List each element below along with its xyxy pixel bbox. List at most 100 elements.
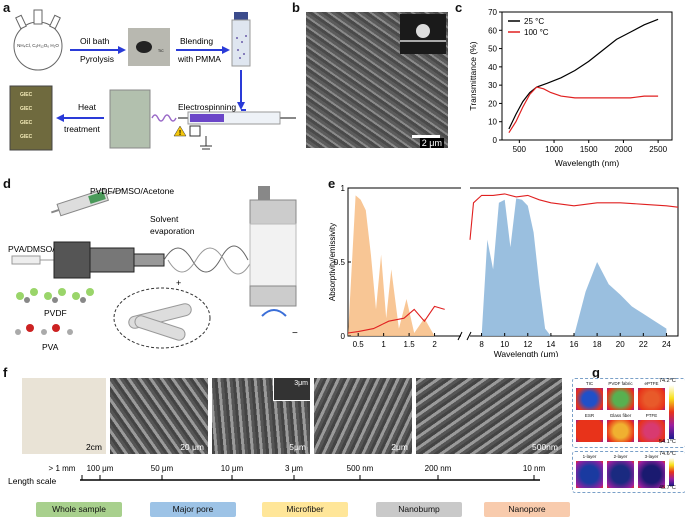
series-line-1 xyxy=(508,86,659,134)
spectrum-area-0 xyxy=(348,195,435,336)
heated-fabric-image xyxy=(9,85,53,151)
thermal-label: ESR xyxy=(584,413,595,418)
length-scale-axis: Length scale > 1 mm 100 μm 50 μm 10 μm 3 μm 50… xyxy=(8,464,545,486)
sem-image-5: 500nm xyxy=(416,378,562,454)
syringe-icon xyxy=(178,111,296,125)
plot-frame xyxy=(501,11,673,141)
y-tick-label: 70 xyxy=(488,8,497,17)
panel-d-label: d xyxy=(3,176,11,191)
panel-f-label: f xyxy=(3,365,8,380)
panel-a-figure: NH₄Cl, C₆H₁₂O₆ H₂O Oil bath Pyrolysis TI… xyxy=(9,9,296,151)
x-tick-label: 1000 xyxy=(545,145,563,154)
scale-tick-label: > 1 mm xyxy=(49,464,76,473)
thermal-label: PVDF fabric xyxy=(608,381,633,386)
scale-tick-label: 100 μm xyxy=(87,464,114,473)
absorptivity-chart: 0 0.5 1 0.5 1 1.5 2 8 10 12 14 16 18 20 22 24 Wavelength… xyxy=(328,184,679,357)
sem-image-1: 2cm xyxy=(22,378,106,454)
thermal-label: 3-layer xyxy=(644,454,659,459)
emissivity-line-right xyxy=(469,193,679,240)
top-max-temp: 74.2°C xyxy=(659,378,676,384)
scale-tick-label: 500 nm xyxy=(347,464,374,473)
scale-label-1: 2cm xyxy=(85,442,102,452)
scale-axis-label: Length scale xyxy=(8,476,56,486)
pva-label: PVA xyxy=(42,342,59,352)
thermal-image xyxy=(576,388,603,410)
svg-text:GIEC: GIEC xyxy=(20,92,33,98)
thermal-cell-glass-fiber: Glass fiber xyxy=(606,413,635,443)
thermal-cell-tic: TIC xyxy=(575,381,604,411)
category-microfiber: Microfiber xyxy=(262,502,348,517)
x-tick-label: 16 xyxy=(570,340,579,349)
panel-e-label: e xyxy=(328,176,336,191)
category-whole-sample: Whole sample xyxy=(36,502,122,517)
category-major-pore: Major pore xyxy=(150,502,236,517)
y-tick-label: 10 xyxy=(488,118,497,127)
svg-text:+: + xyxy=(176,278,181,288)
thermal-label: Glass fiber xyxy=(609,413,632,418)
svg-text:−: − xyxy=(292,328,298,339)
thermal-cell-esr: ESR xyxy=(575,413,604,443)
thermal-cell-pvdf-fabric: PVDF fabric xyxy=(606,381,635,411)
thermal-image xyxy=(638,388,665,410)
legend-label-1: 100 °C xyxy=(524,28,549,37)
step3-label: Electrospinning xyxy=(178,102,236,112)
y-tick-label: 60 xyxy=(488,26,497,35)
x-tick-label: 18 xyxy=(593,340,602,349)
svg-text:!: ! xyxy=(179,130,181,137)
sem-image-3: 5μm 3μm xyxy=(212,378,310,454)
category-nanobump: Nanobump xyxy=(376,502,462,517)
scale-tick-label: 3 μm xyxy=(285,464,303,473)
thermal-images-bottom: 1-layer 2-layer 3-layer 74.6°C 45.7°C xyxy=(572,451,685,493)
step4-bottom: treatment xyxy=(64,124,101,134)
thermal-images-top: TIC PVDF fabric ePTFE ESR Glass fiber PTFE 74… xyxy=(572,378,685,448)
thermal-image xyxy=(607,388,634,410)
sem-image-2: 20 μm xyxy=(110,378,208,454)
thermal-image xyxy=(638,461,665,488)
y-tick-label: 20 xyxy=(488,99,497,108)
scale-bar-b: 2 μm xyxy=(419,138,444,148)
flask-icon xyxy=(13,9,63,71)
thermal-image xyxy=(607,420,634,442)
step2-top: Blending xyxy=(180,36,213,46)
panel-g-label: g xyxy=(592,365,600,380)
x-axis-label: Wavelength (nm) xyxy=(555,158,620,168)
thermal-cell-eptfe: ePTFE xyxy=(637,381,666,411)
y-tick-label: 40 xyxy=(488,63,497,72)
x-tick-label: 2500 xyxy=(649,145,667,154)
svg-text:GIEC: GIEC xyxy=(20,134,33,140)
fabric-image xyxy=(109,89,151,149)
panel-b-label: b xyxy=(292,0,300,15)
transmittance-chart: 0 10 20 30 40 50 60 70 500 1000 1500 2000 2500 Wavele… xyxy=(468,8,673,168)
panel-a-label: a xyxy=(3,0,11,15)
x-tick-label: 1500 xyxy=(580,145,598,154)
y-tick-label: 30 xyxy=(488,81,497,90)
thermal-image xyxy=(576,420,603,442)
pvdf-molecule-icon xyxy=(16,288,94,303)
x-axis-label: Wavelength (μm) xyxy=(494,349,559,357)
x-tick-label: 8 xyxy=(479,340,484,349)
thermal-image xyxy=(638,420,665,442)
thermal-label: ePTFE xyxy=(644,381,659,386)
category-nanopore: Nanopore xyxy=(484,502,570,517)
step1-top: Oil bath xyxy=(80,36,110,46)
series-line-0 xyxy=(508,18,659,130)
svg-text:GIEC: GIEC xyxy=(20,106,33,112)
pva-solution-label: PVA/DMSO/Ethanol xyxy=(8,244,84,254)
sem-image-4: 2μm xyxy=(314,378,412,454)
thermal-cell-ptfe: PTFE xyxy=(637,413,666,443)
thermal-cell-3-layer: 3-layer xyxy=(637,454,666,490)
y-axis-label: Absorptivity/emissivity xyxy=(328,223,337,301)
x-tick-label: 500 xyxy=(513,145,527,154)
electrospinning-diagram: PVDF/DMSO/Acetone PVA/DMSO/Ethanol Solve… xyxy=(8,186,298,352)
sem-image-b: 2 μm xyxy=(306,12,448,148)
x-tick-label: 20 xyxy=(616,340,625,349)
svg-text:TIC: TIC xyxy=(158,49,164,53)
scale-label-5: 500nm xyxy=(532,442,558,452)
top-min-temp: 54.1°C xyxy=(659,439,676,445)
length-scale-categories: Whole sample Major pore Microfiber Nanobump… xyxy=(0,502,685,520)
sem-image-strip: 2cm 20 μm 5μm 3μm 2μm 500nm xyxy=(22,378,675,454)
scale-tick-label: 10 μm xyxy=(221,464,244,473)
emissivity-line-left xyxy=(347,305,445,334)
y-tick-label: 0.5 xyxy=(334,258,346,267)
y-tick-label: 1 xyxy=(341,184,346,193)
